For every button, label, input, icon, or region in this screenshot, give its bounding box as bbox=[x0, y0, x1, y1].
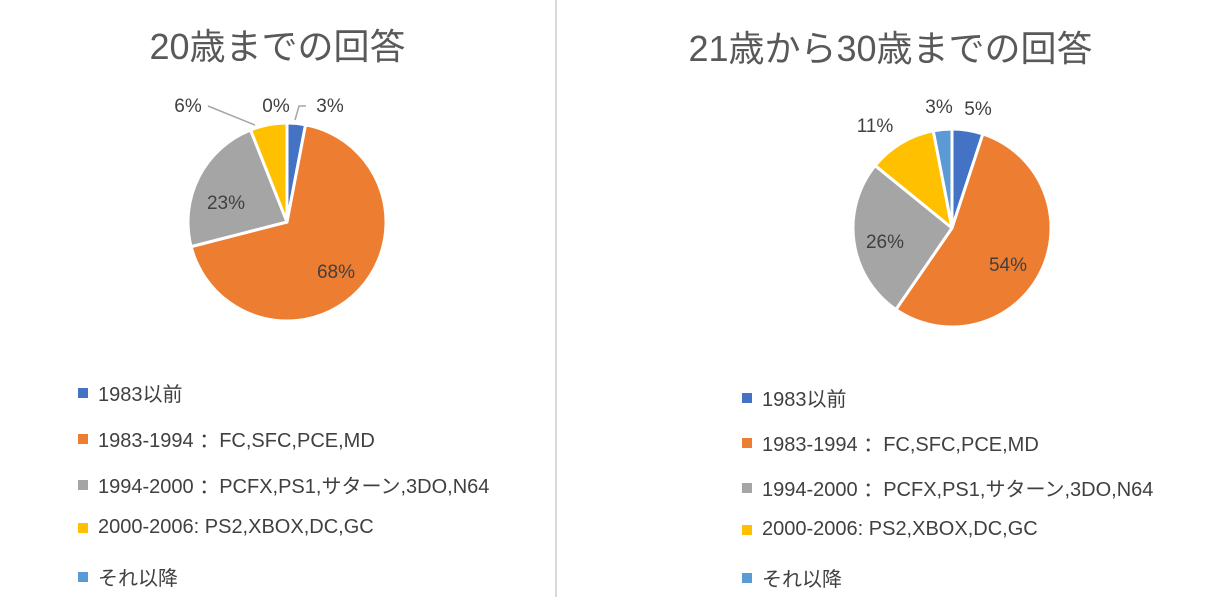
data-label: 6% bbox=[174, 96, 202, 117]
legend-entry: 1994-2000 ：PCFX,PS1,サターン,3DO,N64 bbox=[742, 473, 1153, 502]
legend-swatch bbox=[78, 387, 88, 398]
pie-slice bbox=[189, 123, 388, 323]
legend-entry: 1983-1994 ：FC,SFC,PCE,MD bbox=[78, 424, 375, 453]
pie-slice bbox=[894, 132, 1053, 329]
chart-panel-left: 20歳までの回答 3% 68% 23% 6% 0% 1983以前 1983-1994 ：F… bbox=[0, 0, 555, 597]
legend-swatch bbox=[78, 571, 88, 582]
data-label: 11% bbox=[857, 116, 894, 137]
legend-label: 2000-2006: PS2,XBOX,DC,GC bbox=[98, 516, 374, 538]
legend-entry: 1983以前 bbox=[742, 383, 847, 412]
legend-label: 1983-1994 ：FC,SFC,PCE,MD bbox=[762, 434, 1039, 456]
legend-swatch bbox=[742, 437, 752, 448]
legend-label: 1994-2000 ：PCFX,PS1,サターン,3DO,N64 bbox=[762, 479, 1154, 501]
data-label: 3% bbox=[316, 96, 344, 117]
data-label: 23% bbox=[207, 193, 245, 214]
chart-title: 20歳までの回答 bbox=[149, 26, 406, 67]
chart-title: 21歳から30歳までの回答 bbox=[688, 28, 1093, 69]
pie-slice bbox=[851, 164, 954, 312]
pie-chart: 3% 68% 23% 6% 0% bbox=[174, 96, 388, 323]
leader-line bbox=[207, 105, 256, 126]
panel-divider bbox=[555, 0, 557, 597]
data-label: 54% bbox=[989, 255, 1027, 276]
legend-label: それ以降 bbox=[98, 568, 178, 590]
legend-swatch bbox=[78, 522, 88, 533]
chart-panel-right: 21歳から30歳までの回答 5% 54% 26% 11% 3% 1983以前 1983-1… bbox=[557, 0, 1224, 597]
legend-entry: 1983-1994 ：FC,SFC,PCE,MD bbox=[742, 428, 1039, 457]
legend-swatch bbox=[742, 392, 752, 403]
legend-swatch bbox=[742, 572, 752, 583]
legend-label: 1983以前 bbox=[98, 384, 183, 406]
data-label: 26% bbox=[866, 232, 904, 253]
data-label: 3% bbox=[925, 97, 953, 118]
legend-entry: 2000-2006: PS2,XBOX,DC,GC bbox=[78, 516, 374, 539]
pie-slice bbox=[186, 128, 289, 249]
legend-label: 1983-1994 ：FC,SFC,PCE,MD bbox=[98, 430, 375, 452]
legend-label: 1983以前 bbox=[762, 389, 847, 411]
legend-label: それ以降 bbox=[762, 569, 842, 591]
data-label: 68% bbox=[317, 262, 355, 283]
pie-slice bbox=[931, 127, 954, 230]
legend-swatch bbox=[742, 524, 752, 535]
pie-chart: 5% 54% 26% 11% 3% bbox=[851, 97, 1053, 329]
legend-entry: それ以降 bbox=[742, 563, 842, 592]
data-label: 5% bbox=[964, 99, 992, 120]
legend-entry: 1994-2000 ：PCFX,PS1,サターン,3DO,N64 bbox=[78, 470, 489, 499]
leader-line bbox=[294, 105, 306, 121]
legend-entry: 2000-2006: PS2,XBOX,DC,GC bbox=[742, 518, 1038, 541]
legend-swatch bbox=[78, 479, 88, 490]
legend-label: 2000-2006: PS2,XBOX,DC,GC bbox=[762, 518, 1038, 540]
legend-entry: それ以降 bbox=[78, 562, 178, 591]
data-label: 0% bbox=[262, 96, 290, 117]
legend-swatch bbox=[742, 482, 752, 493]
pie-slice bbox=[249, 121, 289, 224]
legend-entry: 1983以前 bbox=[78, 378, 183, 407]
legend-label: 1994-2000 ：PCFX,PS1,サターン,3DO,N64 bbox=[98, 476, 490, 498]
legend-swatch bbox=[78, 433, 88, 444]
